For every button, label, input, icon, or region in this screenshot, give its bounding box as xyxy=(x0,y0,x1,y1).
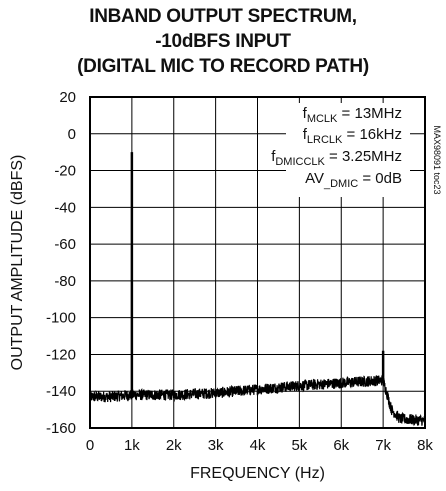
y-tick-label: 20 xyxy=(59,89,76,106)
tick-labels: 0 1k 2k 3k 4k 5k 6k 7k 8k 20 0 -20 -40 -60 -80 -100 -120… xyxy=(46,89,433,454)
x-tick-label: 7k xyxy=(375,437,391,454)
x-axis-label: FREQUENCY (Hz) xyxy=(190,465,325,482)
annotation-background xyxy=(286,103,410,197)
x-tick-label: 5k xyxy=(291,437,307,454)
y-tick-label: 0 xyxy=(68,126,76,143)
x-tick-label: 4k xyxy=(250,437,266,454)
spectrum-trace xyxy=(89,152,426,427)
y-axis-label: OUTPUT AMPLITUDE (dBFS) xyxy=(9,155,26,371)
chart-title-line-3: (DIGITAL MIC TO RECORD PATH) xyxy=(77,56,369,77)
y-tick-label: -20 xyxy=(54,163,76,180)
x-tick-label: 2k xyxy=(166,437,182,454)
x-tick-label: 3k xyxy=(208,437,224,454)
annotation-line: fLRCLK = 16kHz xyxy=(303,126,402,146)
annotation-line: fDMICCLK = 3.25MHz xyxy=(271,148,402,168)
noise-floor-trace xyxy=(89,373,426,427)
x-tick-label: 0 xyxy=(86,437,94,454)
y-tick-label: -140 xyxy=(46,383,76,400)
chart-title-line-1: INBAND OUTPUT SPECTRUM, xyxy=(89,6,357,27)
x-tick-label: 1k xyxy=(124,437,140,454)
x-tick-label: 6k xyxy=(333,437,349,454)
y-tick-label: -100 xyxy=(46,310,76,327)
x-tick-label: 8k xyxy=(417,437,433,454)
y-tick-label: -60 xyxy=(54,236,76,253)
part-number-label: MAX98091 toc23 xyxy=(432,125,442,194)
y-tick-label: -40 xyxy=(54,199,76,216)
chart-title-line-2: -10dBFS INPUT xyxy=(155,31,291,52)
y-tick-label: -80 xyxy=(54,273,76,290)
y-tick-label: -160 xyxy=(46,420,76,437)
y-tick-label: -120 xyxy=(46,346,76,363)
annotation-line: fMCLK = 13MHz xyxy=(303,105,402,125)
annotation-line: AV_DMIC = 0dB xyxy=(305,170,402,190)
plot-frame xyxy=(89,96,426,429)
